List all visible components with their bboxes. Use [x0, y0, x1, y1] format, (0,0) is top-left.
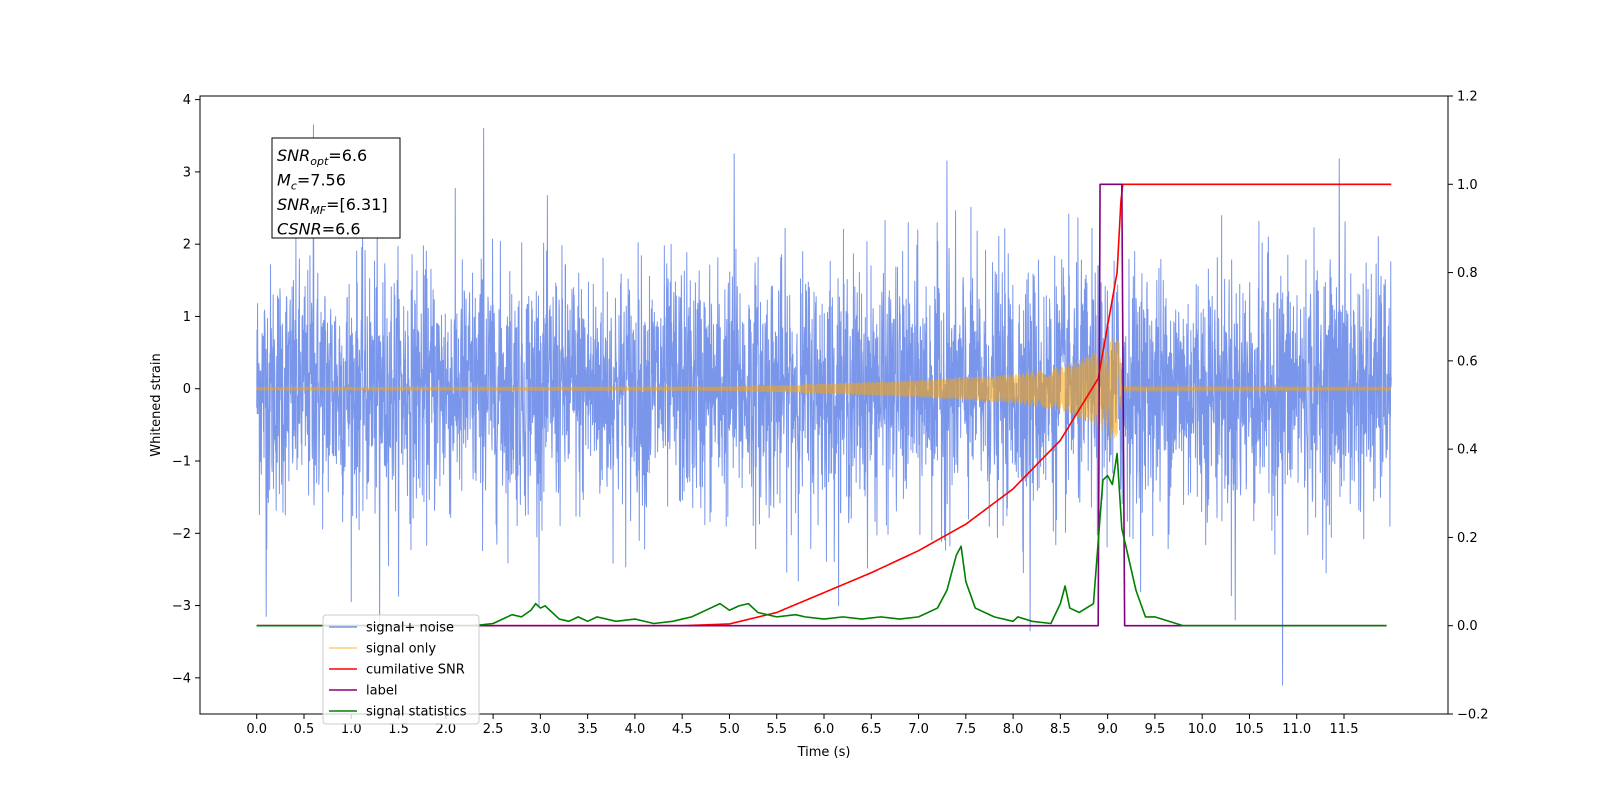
y-axis-left: −4 −3 −2 −1 0 1 2 3 4 [172, 93, 200, 686]
x-tick-label: 6.5 [861, 722, 882, 737]
y-tick-label: 1 [183, 310, 191, 325]
y-right-tick-label: 1.2 [1457, 90, 1478, 105]
legend-item: label [329, 684, 397, 699]
info-line: Mc=7.56 [277, 171, 346, 193]
x-tick-label: 8.5 [1050, 722, 1071, 737]
y-tick-label: 0 [183, 382, 191, 397]
y-right-tick-label: −0.2 [1457, 708, 1489, 723]
legend-item: signal only [329, 642, 436, 657]
x-tick-label: 4.0 [625, 722, 646, 737]
legend-item: signal+ noise [329, 621, 454, 636]
legend-item: signal statistics [329, 705, 467, 720]
x-tick-label: 9.5 [1145, 722, 1166, 737]
y-right-tick-label: 0.4 [1457, 443, 1478, 458]
x-tick-label: 4.5 [672, 722, 693, 737]
x-tick-label: 10.5 [1235, 722, 1264, 737]
legend-label: signal only [366, 642, 436, 657]
y-right-tick-label: 1.0 [1457, 178, 1478, 193]
y-axis-right: −0.2 0.0 0.2 0.4 0.6 0.8 1.0 1.2 [1448, 90, 1489, 723]
x-tick-label: 5.5 [766, 722, 787, 737]
legend-label: cumilative SNR [366, 663, 465, 678]
series-layer [256, 124, 1392, 686]
x-tick-label: 2.5 [483, 722, 504, 737]
x-tick-label: 0.0 [246, 722, 267, 737]
y-right-tick-label: 0.8 [1457, 266, 1478, 281]
y-right-tick-label: 0.2 [1457, 531, 1478, 546]
info-line: SNRMF=[6.31] [277, 195, 388, 217]
x-tick-label: 3.0 [530, 722, 551, 737]
x-tick-label: 8.0 [1003, 722, 1024, 737]
x-tick-label: 9.0 [1097, 722, 1118, 737]
series-label [256, 183, 1387, 627]
info-line: SNRopt=6.6 [277, 146, 367, 168]
y-right-tick-label: 0.6 [1457, 354, 1478, 369]
x-tick-label: 6.0 [814, 722, 835, 737]
x-tick-label: 11.0 [1282, 722, 1311, 737]
x-tick-label: 11.5 [1330, 722, 1359, 737]
x-tick-label: 2.0 [435, 722, 456, 737]
series-signal-noise [256, 124, 1392, 686]
series-signal-only [256, 338, 1392, 439]
y-tick-label: −2 [172, 527, 191, 542]
info-box-frame [271, 137, 401, 239]
y-tick-label: −1 [172, 455, 191, 470]
legend-label: signal statistics [366, 705, 467, 720]
y-axis-title: Whitened strain [149, 353, 164, 456]
x-tick-label: 7.0 [908, 722, 929, 737]
x-axis-title: Time (s) [797, 745, 851, 760]
y-tick-label: 2 [183, 238, 191, 253]
x-tick-label: 0.5 [294, 722, 315, 737]
y-tick-label: 3 [183, 165, 191, 180]
legend: signal+ noise signal only cumilative SNR la… [322, 614, 480, 725]
y-tick-label: −4 [172, 671, 191, 686]
x-tick-label: 7.5 [955, 722, 976, 737]
x-axis: 0.0 0.5 1.0 1.5 2.0 2.5 3.0 3.5 4.0 4.5 5.0 5.5 6.0 6… [246, 714, 1358, 737]
legend-frame [322, 614, 480, 725]
x-tick-label: 1.0 [341, 722, 362, 737]
y-tick-label: −3 [172, 599, 191, 614]
x-tick-label: 3.5 [577, 722, 598, 737]
y-tick-label: 4 [183, 93, 191, 108]
x-tick-label: 5.0 [719, 722, 740, 737]
x-tick-label: 1.5 [388, 722, 409, 737]
legend-label: label [366, 684, 397, 699]
y-right-tick-label: 0.0 [1457, 619, 1478, 634]
info-line: CSNR=6.6 [277, 220, 361, 239]
legend-label: signal+ noise [366, 621, 454, 636]
x-tick-label: 10.0 [1188, 722, 1217, 737]
legend-item: cumilative SNR [329, 663, 465, 678]
series-signal-statistics [256, 452, 1387, 627]
